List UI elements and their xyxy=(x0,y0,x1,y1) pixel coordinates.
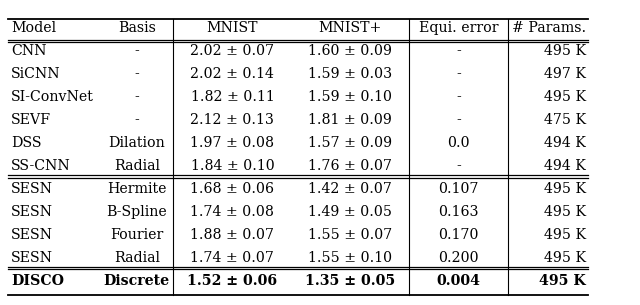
Text: Discrete: Discrete xyxy=(104,274,170,288)
Text: SESN: SESN xyxy=(11,182,53,196)
Text: Model: Model xyxy=(11,21,56,35)
Text: -: - xyxy=(456,44,461,58)
Text: -: - xyxy=(134,67,139,81)
Text: 0.200: 0.200 xyxy=(438,251,479,265)
Text: Fourier: Fourier xyxy=(110,228,163,242)
Text: 2.12 ± 0.13: 2.12 ± 0.13 xyxy=(191,113,275,127)
Text: Dilation: Dilation xyxy=(108,136,165,150)
Text: SESN: SESN xyxy=(11,251,53,265)
Text: 1.68 ± 0.06: 1.68 ± 0.06 xyxy=(190,182,275,196)
Text: 495 K: 495 K xyxy=(539,274,586,288)
Text: 1.81 ± 0.09: 1.81 ± 0.09 xyxy=(308,113,392,127)
Text: 1.76 ± 0.07: 1.76 ± 0.07 xyxy=(308,159,392,173)
Text: MNIST: MNIST xyxy=(207,21,258,35)
Text: 495 K: 495 K xyxy=(543,90,586,104)
Text: -: - xyxy=(456,90,461,104)
Text: -: - xyxy=(456,67,461,81)
Text: 1.57 ± 0.09: 1.57 ± 0.09 xyxy=(308,136,392,150)
Text: 495 K: 495 K xyxy=(543,182,586,196)
Text: DISCO: DISCO xyxy=(11,274,64,288)
Text: 1.59 ± 0.10: 1.59 ± 0.10 xyxy=(308,90,392,104)
Text: 494 K: 494 K xyxy=(544,159,586,173)
Text: SS-CNN: SS-CNN xyxy=(11,159,70,173)
Text: 494 K: 494 K xyxy=(544,136,586,150)
Text: MNIST+: MNIST+ xyxy=(319,21,382,35)
Text: 497 K: 497 K xyxy=(544,67,586,81)
Text: 1.55 ± 0.10: 1.55 ± 0.10 xyxy=(308,251,392,265)
Text: 1.84 ± 0.10: 1.84 ± 0.10 xyxy=(191,159,275,173)
Text: 1.60 ± 0.09: 1.60 ± 0.09 xyxy=(308,44,392,58)
Text: 1.59 ± 0.03: 1.59 ± 0.03 xyxy=(308,67,392,81)
Text: CNN: CNN xyxy=(11,44,47,58)
Text: 2.02 ± 0.07: 2.02 ± 0.07 xyxy=(190,44,275,58)
Text: 475 K: 475 K xyxy=(543,113,586,127)
Text: 1.42 ± 0.07: 1.42 ± 0.07 xyxy=(308,182,392,196)
Text: 1.55 ± 0.07: 1.55 ± 0.07 xyxy=(308,228,392,242)
Text: 0.170: 0.170 xyxy=(438,228,479,242)
Text: 1.49 ± 0.05: 1.49 ± 0.05 xyxy=(308,205,392,219)
Text: Hermite: Hermite xyxy=(107,182,166,196)
Text: -: - xyxy=(134,90,139,104)
Text: 1.35 ± 0.05: 1.35 ± 0.05 xyxy=(305,274,396,288)
Text: SESN: SESN xyxy=(11,205,53,219)
Text: 1.82 ± 0.11: 1.82 ± 0.11 xyxy=(191,90,275,104)
Text: 1.97 ± 0.08: 1.97 ± 0.08 xyxy=(190,136,275,150)
Text: -: - xyxy=(456,159,461,173)
Text: 495 K: 495 K xyxy=(543,228,586,242)
Text: SESN: SESN xyxy=(11,228,53,242)
Text: Equi. error: Equi. error xyxy=(419,21,499,35)
Text: Radial: Radial xyxy=(114,159,160,173)
Text: SEVF: SEVF xyxy=(11,113,51,127)
Text: SI-ConvNet: SI-ConvNet xyxy=(11,90,94,104)
Text: Basis: Basis xyxy=(118,21,156,35)
Text: -: - xyxy=(134,44,139,58)
Text: 495 K: 495 K xyxy=(543,205,586,219)
Text: 1.74 ± 0.08: 1.74 ± 0.08 xyxy=(191,205,275,219)
Text: B-Spline: B-Spline xyxy=(106,205,167,219)
Text: 495 K: 495 K xyxy=(543,44,586,58)
Text: 495 K: 495 K xyxy=(543,251,586,265)
Text: SiCNN: SiCNN xyxy=(11,67,61,81)
Text: 0.004: 0.004 xyxy=(436,274,481,288)
Text: 0.0: 0.0 xyxy=(447,136,470,150)
Text: 0.163: 0.163 xyxy=(438,205,479,219)
Text: # Params.: # Params. xyxy=(511,21,586,35)
Text: -: - xyxy=(134,113,139,127)
Text: 1.88 ± 0.07: 1.88 ± 0.07 xyxy=(190,228,275,242)
Text: 1.74 ± 0.07: 1.74 ± 0.07 xyxy=(191,251,275,265)
Text: 0.107: 0.107 xyxy=(438,182,479,196)
Text: DSS: DSS xyxy=(11,136,42,150)
Text: Radial: Radial xyxy=(114,251,160,265)
Text: -: - xyxy=(456,113,461,127)
Text: 2.02 ± 0.14: 2.02 ± 0.14 xyxy=(191,67,275,81)
Text: 1.52 ± 0.06: 1.52 ± 0.06 xyxy=(188,274,278,288)
